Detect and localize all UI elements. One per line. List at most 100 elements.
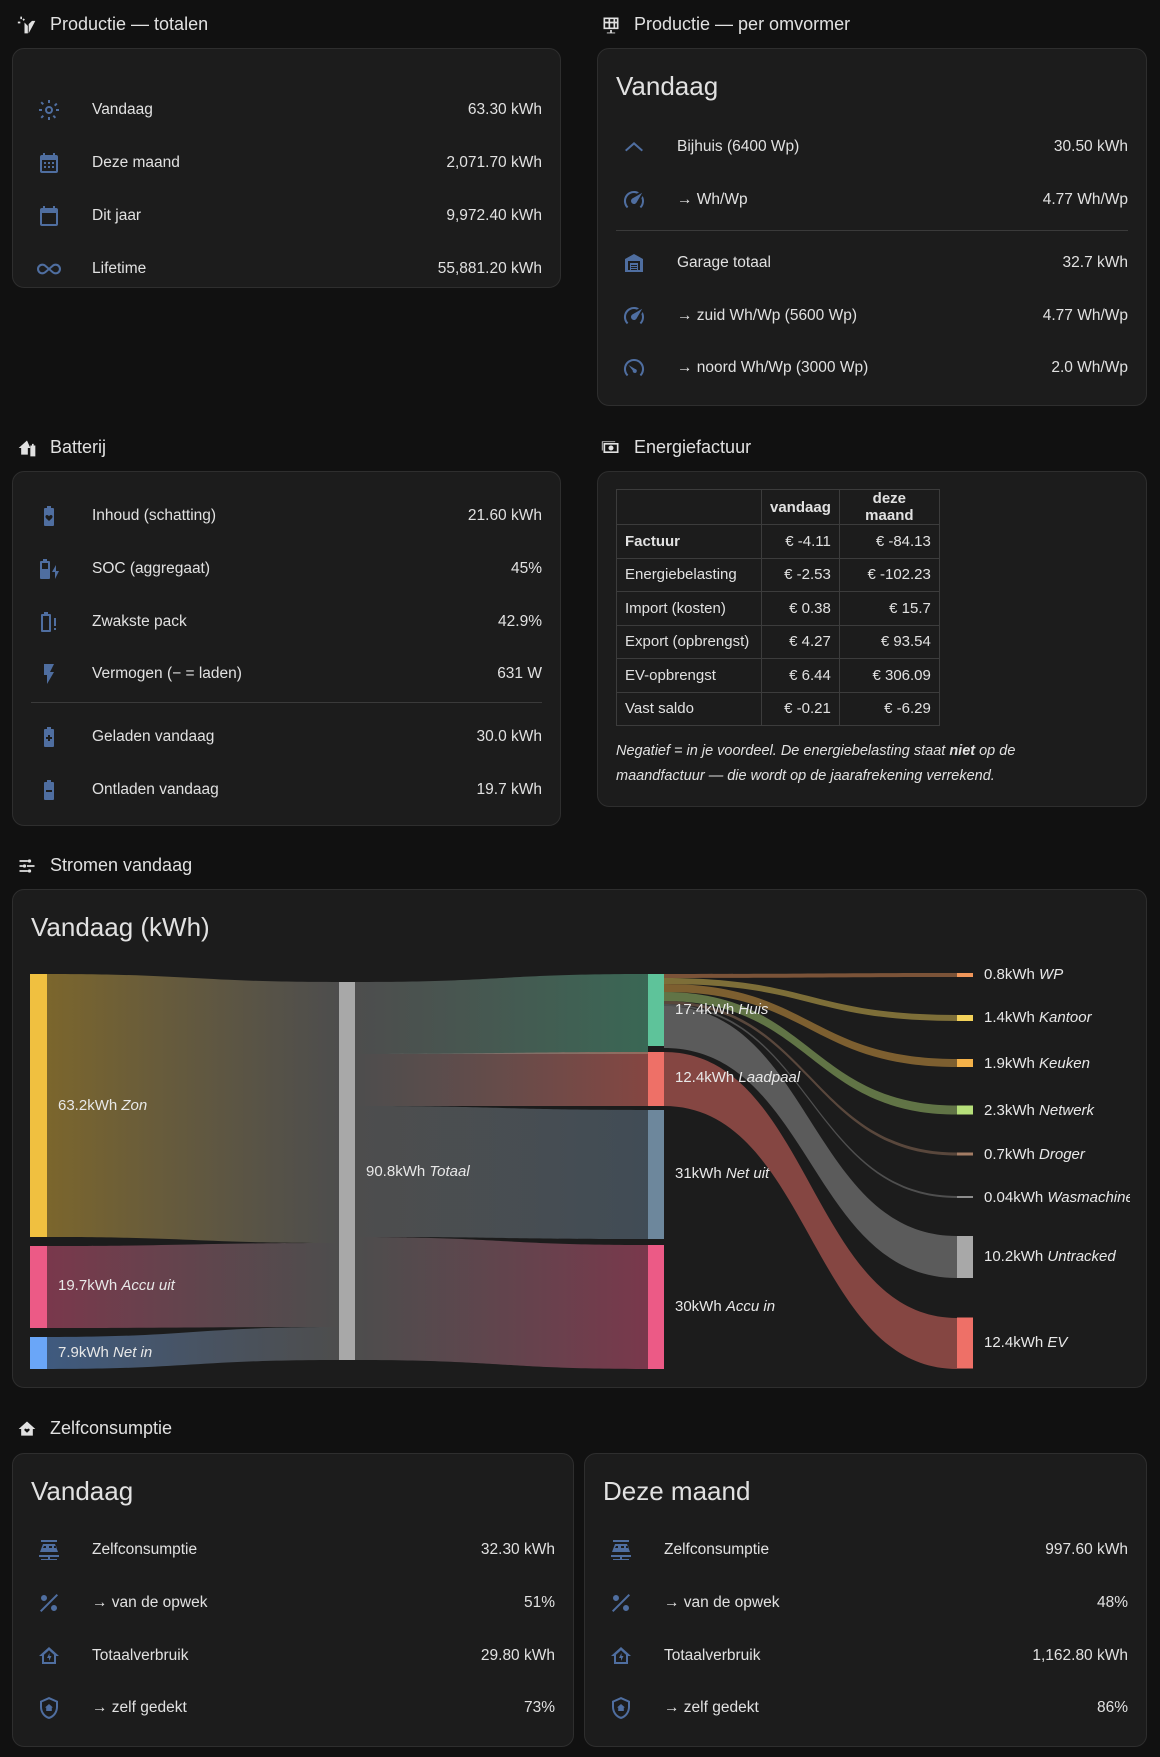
zelfconsumptie-vandaag-card: Vandaag Zelfconsumptie 32.30 kWh → van d… xyxy=(12,1453,574,1747)
row-label: Totaalverbruik xyxy=(664,1646,761,1664)
row-inhoud[interactable]: Inhoud (schatting) 21.60 kWh xyxy=(13,489,560,542)
card-heading: Vandaag (kWh) xyxy=(31,912,210,942)
card-heading: Vandaag xyxy=(616,71,719,101)
row-vermogen[interactable]: Vermogen (− = laden) 631 W xyxy=(13,647,560,700)
row-label: Inhoud (schatting) xyxy=(92,506,217,524)
sankey-node-consumer-4 xyxy=(957,1152,973,1156)
row-value: 631 W xyxy=(497,664,542,682)
sankey-link-sink-1 xyxy=(355,1052,648,1106)
sankey-label-consumer-6: 10.2kWh Untracked xyxy=(984,1248,1116,1265)
sankey-node-consumer-5 xyxy=(957,1196,973,1198)
section-title-productie-omvormer: Productie — per omvormer xyxy=(601,14,850,35)
row-value: 45% xyxy=(510,559,542,577)
sankey-link-consumer-6 xyxy=(664,1006,957,1278)
home-heart-icon xyxy=(17,1419,37,1439)
row-noord[interactable]: → noord Wh/Wp (3000 Wp) 2.0 Wh/Wp xyxy=(598,341,1146,394)
table-row: Vast saldo € -0.21 € -6.29 xyxy=(616,691,940,726)
row-label: Bijhuis (6400 Wp) xyxy=(677,137,800,155)
section-title-text: Stromen vandaag xyxy=(50,855,193,875)
sun-icon xyxy=(35,96,63,124)
row-van-de-opwek[interactable]: → van de opwek 51% xyxy=(13,1576,573,1629)
row-van-de-opwek[interactable]: → van de opwek 48% xyxy=(585,1576,1146,1629)
sankey-node-consumer-6 xyxy=(957,1236,973,1278)
section-title-energiefactuur: Energiefactuur xyxy=(601,437,751,458)
row-bijhuis[interactable]: Bijhuis (6400 Wp) 30.50 kWh xyxy=(598,120,1146,173)
cell-maand: € -6.29 xyxy=(838,691,940,726)
table-row: EV-opbrengst € 6.44 € 306.09 xyxy=(616,658,940,693)
row-value: 86% xyxy=(1096,1698,1128,1716)
speedometer-slow-icon xyxy=(620,354,648,382)
section-title-text: Zelfconsumptie xyxy=(50,1418,173,1438)
row-zelf-gedekt[interactable]: → zelf gedekt 73% xyxy=(13,1681,573,1734)
sankey-label-consumer-0: 0.8kWh WP xyxy=(984,966,1063,983)
sankey-label-totaal: 90.8kWh Totaal xyxy=(366,1163,470,1180)
solar-panel-grid-icon xyxy=(601,15,621,35)
sankey-node-consumer-2 xyxy=(957,1059,973,1067)
row-label: Lifetime xyxy=(92,259,147,277)
row-garage-totaal[interactable]: Garage totaal 32.7 kWh xyxy=(598,236,1146,289)
sankey-link-consumer-4 xyxy=(664,1001,957,1156)
sankey-link-consumer-3 xyxy=(664,992,957,1115)
row-label: Garage totaal xyxy=(677,253,771,271)
row-dit-jaar[interactable]: Dit jaar 9,972.40 kWh xyxy=(13,189,560,242)
row-zelfconsumptie[interactable]: Zelfconsumptie 32.30 kWh xyxy=(13,1523,573,1576)
sankey-link-sink-3 xyxy=(355,1237,648,1369)
row-zelf-gedekt[interactable]: → zelf gedekt 86% xyxy=(585,1681,1146,1734)
row-geladen[interactable]: Geladen vandaag 30.0 kWh xyxy=(13,710,560,763)
row-value: 30.50 kWh xyxy=(1053,137,1128,155)
infinity-icon xyxy=(35,255,63,283)
divider xyxy=(31,702,542,703)
productie-totalen-card: Vandaag 63.30 kWh Deze maand 2,071.70 kW… xyxy=(12,48,561,288)
sankey-link-sink-2 xyxy=(355,1106,648,1239)
row-wh-wp[interactable]: → Wh/Wp 4.77 Wh/Wp xyxy=(598,173,1146,226)
sankey-label-consumer-4: 0.7kWh Droger xyxy=(984,1146,1086,1163)
sankey-link-source-0 xyxy=(47,974,339,1243)
row-zelfconsumptie[interactable]: Zelfconsumptie 997.60 kWh xyxy=(585,1523,1146,1576)
row-label: Zelfconsumptie xyxy=(664,1540,770,1558)
row-totaalverbruik[interactable]: Totaalverbruik 29.80 kWh xyxy=(13,1629,573,1682)
row-label: Import (kosten) xyxy=(616,591,762,626)
row-deze-maand[interactable]: Deze maand 2,071.70 kWh xyxy=(13,136,560,189)
row-value: 1,162.80 kWh xyxy=(1032,1646,1128,1664)
section-title-stromen: Stromen vandaag xyxy=(17,855,192,876)
battery-minus-icon xyxy=(35,776,63,804)
row-ontladen[interactable]: Ontladen vandaag 19.7 kWh xyxy=(13,763,560,816)
row-value: 42.9% xyxy=(498,612,542,630)
row-label: Deze maand xyxy=(92,153,180,171)
sankey-link-consumer-5 xyxy=(664,1004,957,1198)
sankey-node-huis xyxy=(648,974,664,1046)
solar-power-icon xyxy=(17,15,37,35)
row-totaalverbruik[interactable]: Totaalverbruik 1,162.80 kWh xyxy=(585,1629,1146,1682)
section-title-text: Productie — per omvormer xyxy=(634,14,851,34)
row-value: 30.0 kWh xyxy=(476,727,542,745)
row-zuid[interactable]: → zuid Wh/Wp (5600 Wp) 4.77 Wh/Wp xyxy=(598,289,1146,342)
row-label: → zelf gedekt xyxy=(92,1698,187,1716)
row-label: SOC (aggregaat) xyxy=(92,559,211,577)
row-value: 997.60 kWh xyxy=(1045,1540,1128,1558)
row-soc[interactable]: SOC (aggregaat) 45% xyxy=(13,542,560,595)
row-lifetime[interactable]: Lifetime 55,881.20 kWh xyxy=(13,242,560,295)
sankey-label-consumer-3: 2.3kWh Netwerk xyxy=(984,1102,1096,1119)
column-header: deze maand xyxy=(838,489,940,525)
row-label: Vast saldo xyxy=(616,691,762,726)
table-row: Import (kosten) € 0.38 € 15.7 xyxy=(616,591,940,626)
battery-heart-icon xyxy=(35,502,63,530)
sankey-label-consumer-7: 12.4kWh EV xyxy=(984,1334,1069,1351)
row-value: 51% xyxy=(523,1593,555,1611)
row-label: Ontladen vandaag xyxy=(92,780,219,798)
solar-panel-icon xyxy=(35,1536,63,1564)
sankey-node-consumer-7 xyxy=(957,1317,973,1369)
cell-vandaag: € 0.38 xyxy=(761,591,840,626)
row-label: → Wh/Wp xyxy=(677,190,748,208)
sankey-node-consumer-0 xyxy=(957,973,973,977)
row-label: Vandaag xyxy=(92,100,153,118)
sankey-link-sink-0 xyxy=(355,974,648,1054)
speedometer-icon xyxy=(620,302,648,330)
roof-icon xyxy=(620,133,648,161)
row-zwakste-pack[interactable]: Zwakste pack 42.9% xyxy=(13,595,560,648)
row-vandaag[interactable]: Vandaag 63.30 kWh xyxy=(13,83,560,136)
note-bold: niet xyxy=(949,743,976,759)
divider xyxy=(616,230,1128,231)
note-text: Negatief = in je voordeel. De energiebel… xyxy=(616,743,950,759)
sankey-link-source-2 xyxy=(47,1327,339,1369)
